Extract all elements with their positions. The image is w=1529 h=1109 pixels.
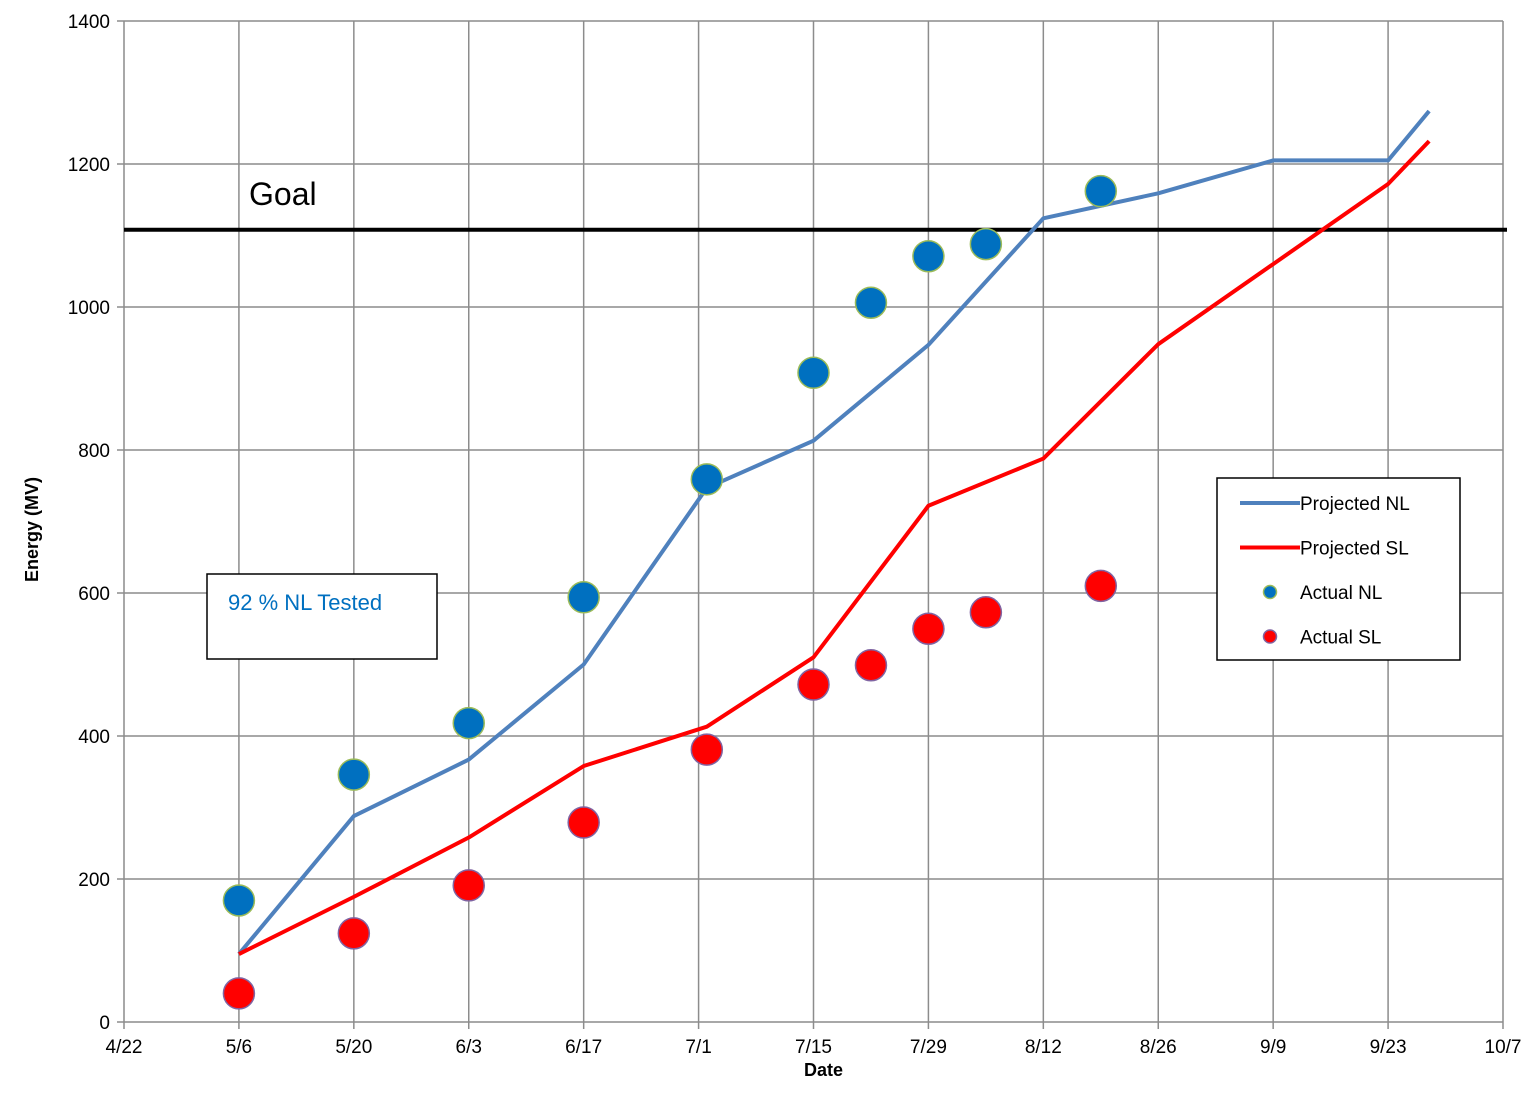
- annotation-box: 92 % NL Tested: [206, 573, 438, 660]
- x-tick-label: 9/9: [1260, 1037, 1286, 1058]
- x-tick-label: 6/17: [565, 1037, 602, 1058]
- annotation-frame: [206, 573, 438, 660]
- legend-label: Projected SL: [1300, 539, 1409, 560]
- y-tick-label: 800: [78, 441, 110, 462]
- x-tick-label: 4/22: [106, 1037, 143, 1058]
- legend-swatch-marker: [1262, 584, 1278, 600]
- data-point: [854, 648, 888, 682]
- data-point: [452, 706, 485, 740]
- goal-label: Goal: [249, 176, 317, 212]
- x-tick-label: 8/12: [1025, 1037, 1062, 1058]
- data-point: [690, 463, 724, 496]
- legend-label: Actual SL: [1300, 628, 1381, 649]
- y-tick-label: 0: [99, 1013, 110, 1034]
- data-point: [912, 239, 945, 273]
- goal-line-group: Goal: [124, 176, 1507, 232]
- data-point: [797, 356, 830, 390]
- x-tick-label: 7/29: [910, 1037, 947, 1058]
- data-point: [1084, 174, 1118, 208]
- data-point: [690, 733, 724, 766]
- x-tick-label: 10/7: [1485, 1037, 1522, 1058]
- data-point: [912, 612, 945, 645]
- y-tick-label: 200: [78, 870, 110, 891]
- legend-frame: [1216, 477, 1461, 661]
- series-line-projected-nl: [237, 109, 1431, 956]
- x-tick-label: 5/6: [226, 1037, 252, 1058]
- series-line-projected-sl: [238, 139, 1431, 956]
- annotation-text: 92 % NL Tested: [228, 590, 382, 615]
- x-tick-label: 7/1: [685, 1037, 711, 1058]
- y-axis-title: Energy (MV): [22, 477, 42, 582]
- data-point: [337, 917, 371, 950]
- data-point: [854, 286, 888, 319]
- y-tick-label: 1200: [68, 155, 110, 176]
- y-tick-label: 1400: [68, 12, 110, 33]
- data-point: [222, 977, 256, 1010]
- series: [222, 109, 1431, 1010]
- data-point: [567, 581, 600, 614]
- x-tick-label: 6/3: [456, 1037, 482, 1058]
- data-point: [222, 884, 256, 917]
- y-tick-label: 1000: [68, 298, 110, 319]
- data-point: [452, 869, 485, 902]
- data-point: [969, 227, 1003, 261]
- legend-swatch-marker: [1262, 629, 1278, 644]
- x-tick-label: 5/20: [335, 1037, 372, 1058]
- legend-label: Actual NL: [1300, 583, 1382, 604]
- x-tick-label: 8/26: [1140, 1037, 1177, 1058]
- axes: 0 200 400 600 800 1000 1200 1400 4/22 5/6 5/20 6/3 6…: [68, 12, 1522, 1058]
- x-tick-label: 7/15: [795, 1037, 832, 1058]
- data-point: [567, 806, 600, 839]
- data-point: [797, 668, 830, 701]
- y-tick-label: 600: [78, 584, 110, 605]
- x-tick-label: 9/23: [1370, 1037, 1407, 1058]
- x-axis-title: Date: [804, 1060, 843, 1080]
- y-tick-label: 400: [78, 727, 110, 748]
- data-point: [337, 758, 371, 791]
- legend-label: Projected NL: [1300, 494, 1410, 515]
- legend: Projected NL Projected SL Actual NL Actual …: [1216, 477, 1461, 661]
- data-point: [969, 596, 1003, 629]
- data-point: [1084, 569, 1118, 603]
